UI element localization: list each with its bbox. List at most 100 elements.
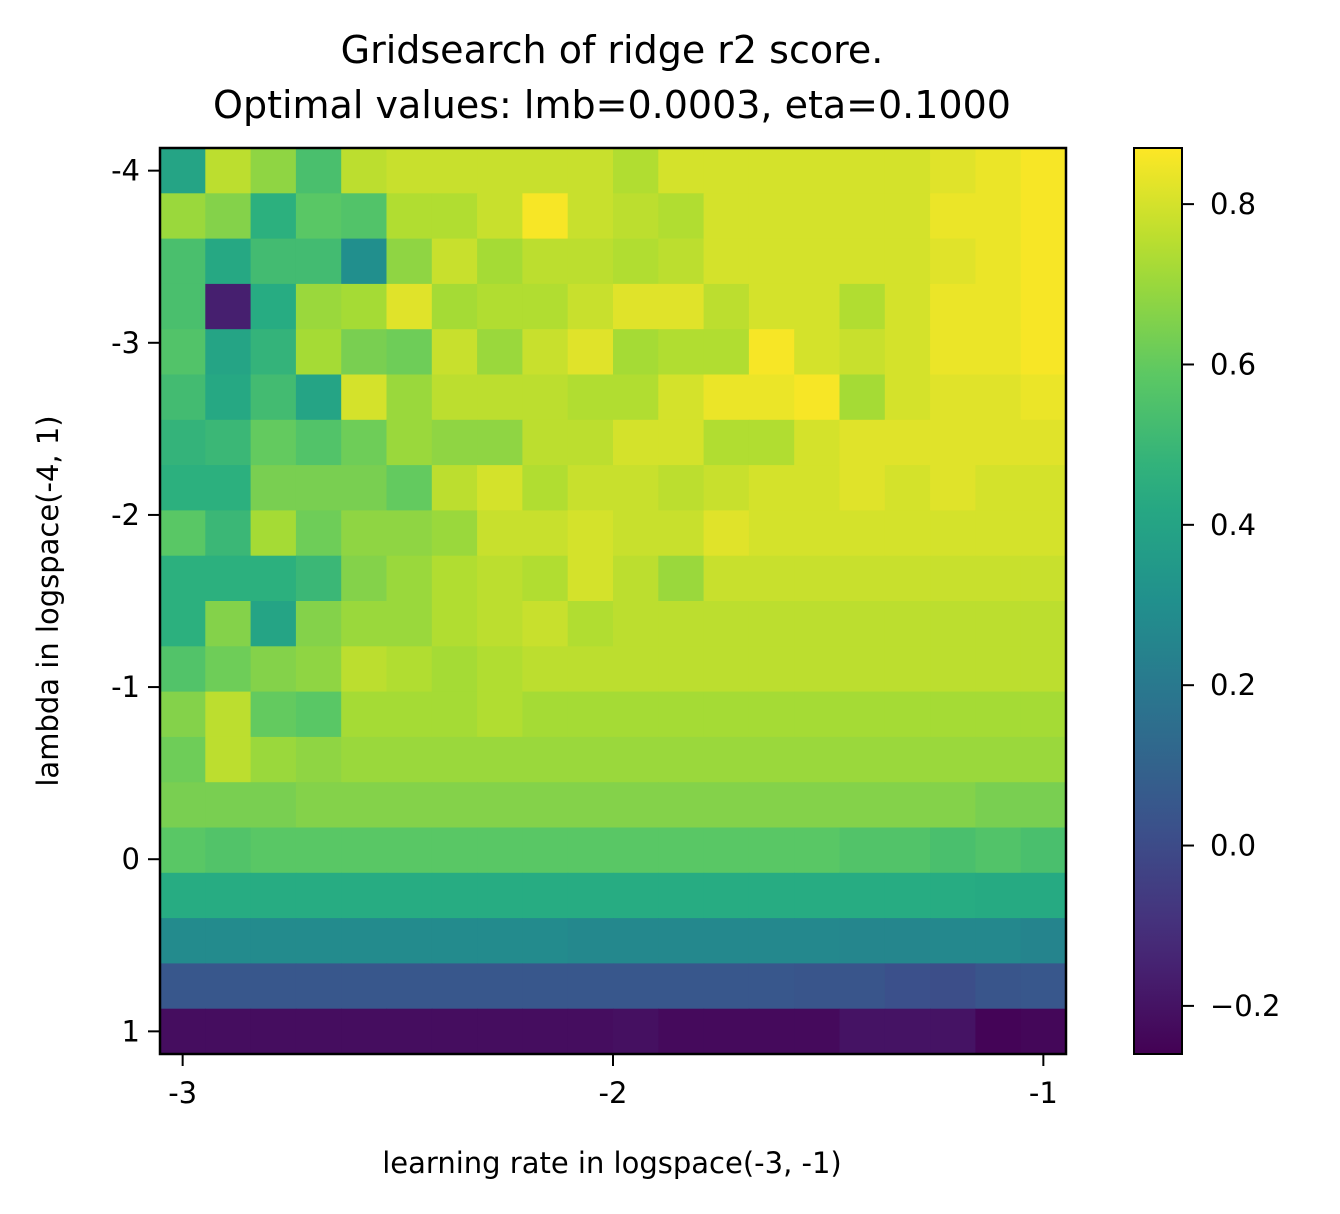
heatmap-cell	[839, 601, 886, 647]
heatmap-cell	[794, 329, 841, 376]
heatmap-cell	[839, 329, 886, 376]
heatmap-cell	[839, 148, 886, 194]
heatmap-cell	[975, 646, 1022, 693]
heatmap-cell	[839, 238, 886, 285]
heatmap-cell	[431, 419, 478, 466]
heatmap-cell	[658, 374, 705, 421]
heatmap-cell	[703, 691, 750, 738]
heatmap-cell	[794, 736, 841, 783]
heatmap-cell	[794, 782, 841, 829]
heatmap-cell	[386, 283, 433, 330]
heatmap-cell	[975, 872, 1022, 919]
heatmap-cell	[613, 918, 659, 964]
heatmap-cell	[567, 736, 614, 783]
heatmap-cell	[658, 510, 705, 557]
heatmap-cell	[205, 510, 252, 557]
heatmap-cell	[794, 465, 841, 511]
heatmap-cell	[975, 148, 1022, 194]
y-tick-label: 0	[122, 842, 140, 876]
heatmap-cell	[748, 827, 795, 874]
heatmap-cell	[250, 374, 297, 421]
heatmap-cell	[884, 148, 931, 194]
heatmap-cell	[613, 963, 659, 1010]
heatmap-cell	[522, 283, 569, 330]
heatmap-cell	[522, 374, 569, 421]
heatmap-cell	[295, 872, 342, 919]
heatmap-cell	[748, 963, 795, 1010]
heatmap-cell	[522, 555, 569, 602]
heatmap-cell	[839, 963, 886, 1010]
heatmap-cell	[794, 827, 841, 874]
heatmap-cell	[567, 419, 614, 466]
heatmap-cell	[295, 374, 342, 421]
heatmap-cell	[658, 827, 705, 874]
heatmap-cell	[431, 329, 478, 376]
heatmap-cell	[613, 646, 659, 693]
heatmap-cell	[205, 238, 252, 285]
heatmap-cell	[794, 419, 841, 466]
heatmap-cell	[839, 1008, 886, 1055]
heatmap-cell	[748, 238, 795, 285]
heatmap-cell	[1020, 465, 1067, 511]
heatmap-cell	[205, 329, 252, 376]
heatmap-cell	[658, 782, 705, 829]
heatmap-cell	[386, 148, 433, 194]
heatmap-cell	[567, 782, 614, 829]
heatmap-cell	[1020, 1008, 1067, 1055]
heatmap-cell	[386, 238, 433, 285]
heatmap-cell	[748, 329, 795, 376]
heatmap-cell	[930, 736, 976, 783]
heatmap-cell	[205, 646, 252, 693]
heatmap-cell	[431, 283, 478, 330]
heatmap-cell	[295, 283, 342, 330]
heatmap-cell	[930, 872, 976, 919]
heatmap-cell	[250, 238, 297, 285]
heatmap-cell	[567, 510, 614, 557]
heatmap-cell	[975, 419, 1022, 466]
heatmap-cell	[658, 601, 705, 647]
heatmap-cell	[567, 283, 614, 330]
heatmap-cell	[250, 1008, 297, 1055]
heatmap-cell	[1020, 827, 1067, 874]
heatmap-cell	[930, 510, 976, 557]
heatmap-cell	[658, 646, 705, 693]
heatmap-cell	[250, 283, 297, 330]
heatmap-cell	[930, 646, 976, 693]
heatmap-cell	[658, 465, 705, 511]
heatmap-cell	[160, 148, 206, 194]
heatmap-cell	[1020, 193, 1067, 240]
heatmap-cell	[522, 419, 569, 466]
chart-title: Gridsearch of ridge r2 score.	[341, 28, 884, 72]
heatmap-cell	[748, 283, 795, 330]
heatmap-cell	[431, 691, 478, 738]
heatmap-cell	[1020, 238, 1067, 285]
heatmap-cell	[975, 374, 1022, 421]
heatmap-cell	[341, 691, 388, 738]
heatmap-cell	[160, 736, 206, 783]
heatmap-cell	[341, 872, 388, 919]
heatmap-cell	[160, 238, 206, 285]
heatmap-cell	[386, 782, 433, 829]
heatmap-cell	[748, 601, 795, 647]
heatmap-cell	[658, 283, 705, 330]
colorbar-tick-label: 0.6	[1210, 347, 1256, 381]
heatmap-cell	[613, 283, 659, 330]
heatmap-cell	[431, 193, 478, 240]
heatmap-cell	[250, 918, 297, 964]
heatmap-cell	[794, 1008, 841, 1055]
heatmap-cell	[975, 1008, 1022, 1055]
heatmap-cell	[341, 238, 388, 285]
heatmap-cell	[341, 419, 388, 466]
heatmap-cell	[341, 510, 388, 557]
heatmap-cell	[341, 374, 388, 421]
heatmap-cell	[884, 601, 931, 647]
y-tick-label: -2	[111, 498, 140, 532]
heatmap-cell	[794, 238, 841, 285]
heatmap-cell	[477, 555, 523, 602]
heatmap-cell	[431, 601, 478, 647]
heatmap-cell	[794, 193, 841, 240]
heatmap-cell	[295, 1008, 342, 1055]
heatmap-cell	[613, 374, 659, 421]
heatmap-cell	[160, 465, 206, 511]
y-axis-ticks: -4 -3 -2 -1 0 1	[111, 154, 160, 1048]
